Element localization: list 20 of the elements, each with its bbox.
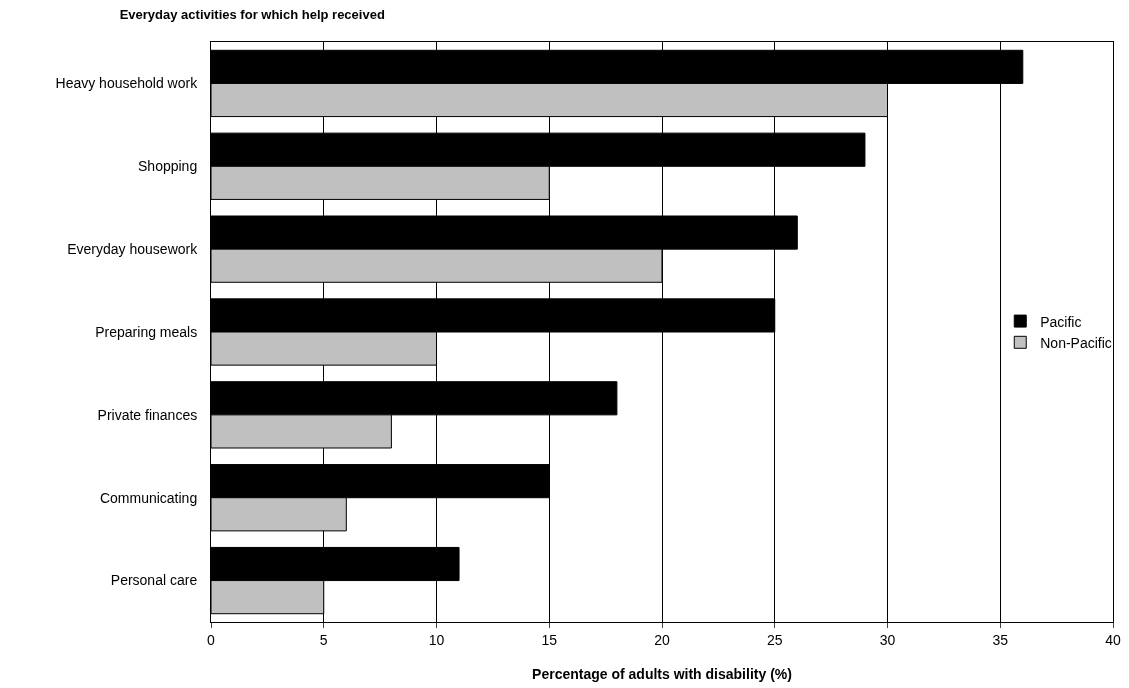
y-tick-label: Everyday housework [67, 241, 199, 258]
x-tick-label: 30 [879, 631, 896, 648]
x-tick-label: 40 [1105, 631, 1121, 648]
y-tick-label: Private finances [97, 406, 198, 423]
y-tick-label: Preparing meals [95, 323, 198, 340]
x-tick-label: 10 [428, 631, 445, 648]
x-tick-label: 0 [207, 631, 216, 648]
y-tick-label: Shopping [138, 158, 198, 175]
x-axis-title: Percentage of adults with disability (%) [532, 666, 792, 683]
y-tick-label: Heavy household work [55, 75, 199, 92]
x-tick-label: 5 [319, 631, 328, 648]
y-tick-label: Communicating [99, 489, 198, 506]
legend-label: Non-Pacific [1040, 334, 1112, 351]
x-tick-label: 15 [541, 631, 558, 648]
chart-title: Everyday activities for which help received [119, 7, 385, 23]
x-tick-label: 20 [654, 631, 670, 648]
legend-label: Pacific [1040, 313, 1082, 330]
y-tick-label: Personal care [110, 572, 198, 589]
x-tick-label: 25 [766, 631, 783, 648]
x-tick-label: 35 [992, 631, 1009, 648]
